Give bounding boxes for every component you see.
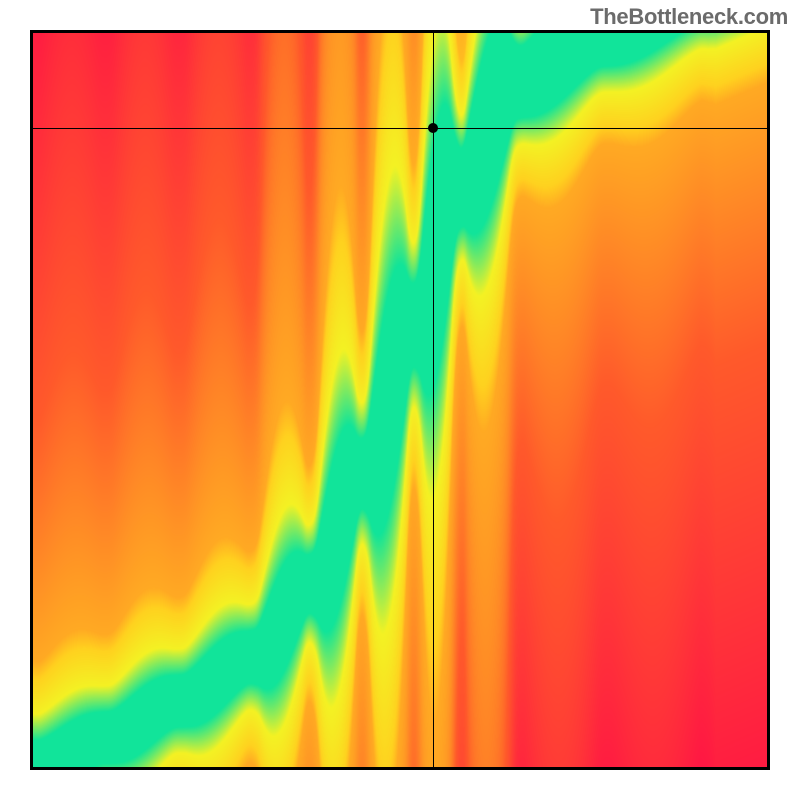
crosshair-horizontal [33, 128, 767, 129]
bottleneck-heatmap [33, 33, 767, 767]
chart-container: TheBottleneck.com [0, 0, 800, 800]
crosshair-vertical [433, 33, 434, 767]
watermark-text: TheBottleneck.com [590, 4, 788, 30]
